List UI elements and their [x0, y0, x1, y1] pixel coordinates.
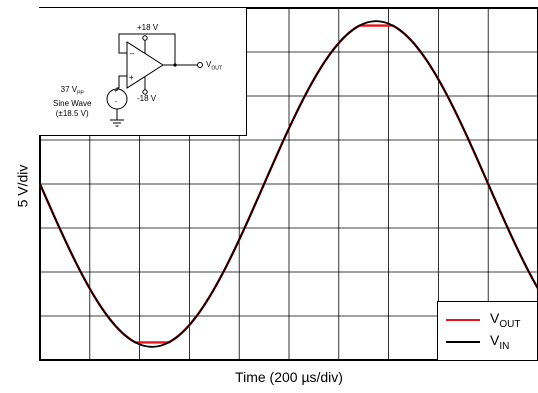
legend-item-vout: VOUT: [446, 310, 536, 330]
legend-label-vin: VIN: [490, 332, 510, 352]
pos-supply-label: +18 V: [137, 23, 159, 32]
svg-text:–: –: [130, 49, 135, 58]
vout-label: VOUT: [206, 60, 222, 72]
legend-swatch-vin: [446, 341, 480, 343]
y-axis-label: 5 V/div: [14, 164, 30, 208]
legend-item-vin: VIN: [446, 332, 536, 352]
legend-label-vout: VOUT: [490, 310, 521, 330]
source-minus: -: [115, 99, 118, 106]
legend: VOUT VIN: [437, 301, 538, 361]
circuit-inset: – + +18 V -18 V VOUT + - 37 VPP Sine Wav…: [39, 8, 247, 136]
series-line-vin: [39, 20, 538, 348]
source-label: 37 VPP Sine Wave (±18.5 V): [53, 85, 92, 118]
x-axis-label: Time (200 µs/div): [235, 369, 343, 385]
source-plus: +: [114, 89, 118, 95]
neg-supply-label: -18 V: [137, 94, 157, 103]
svg-text:+: +: [129, 73, 134, 82]
op-amp-icon: [126, 41, 164, 89]
op-amp-schematic: – +: [106, 33, 203, 127]
legend-swatch-vout: [446, 319, 480, 321]
